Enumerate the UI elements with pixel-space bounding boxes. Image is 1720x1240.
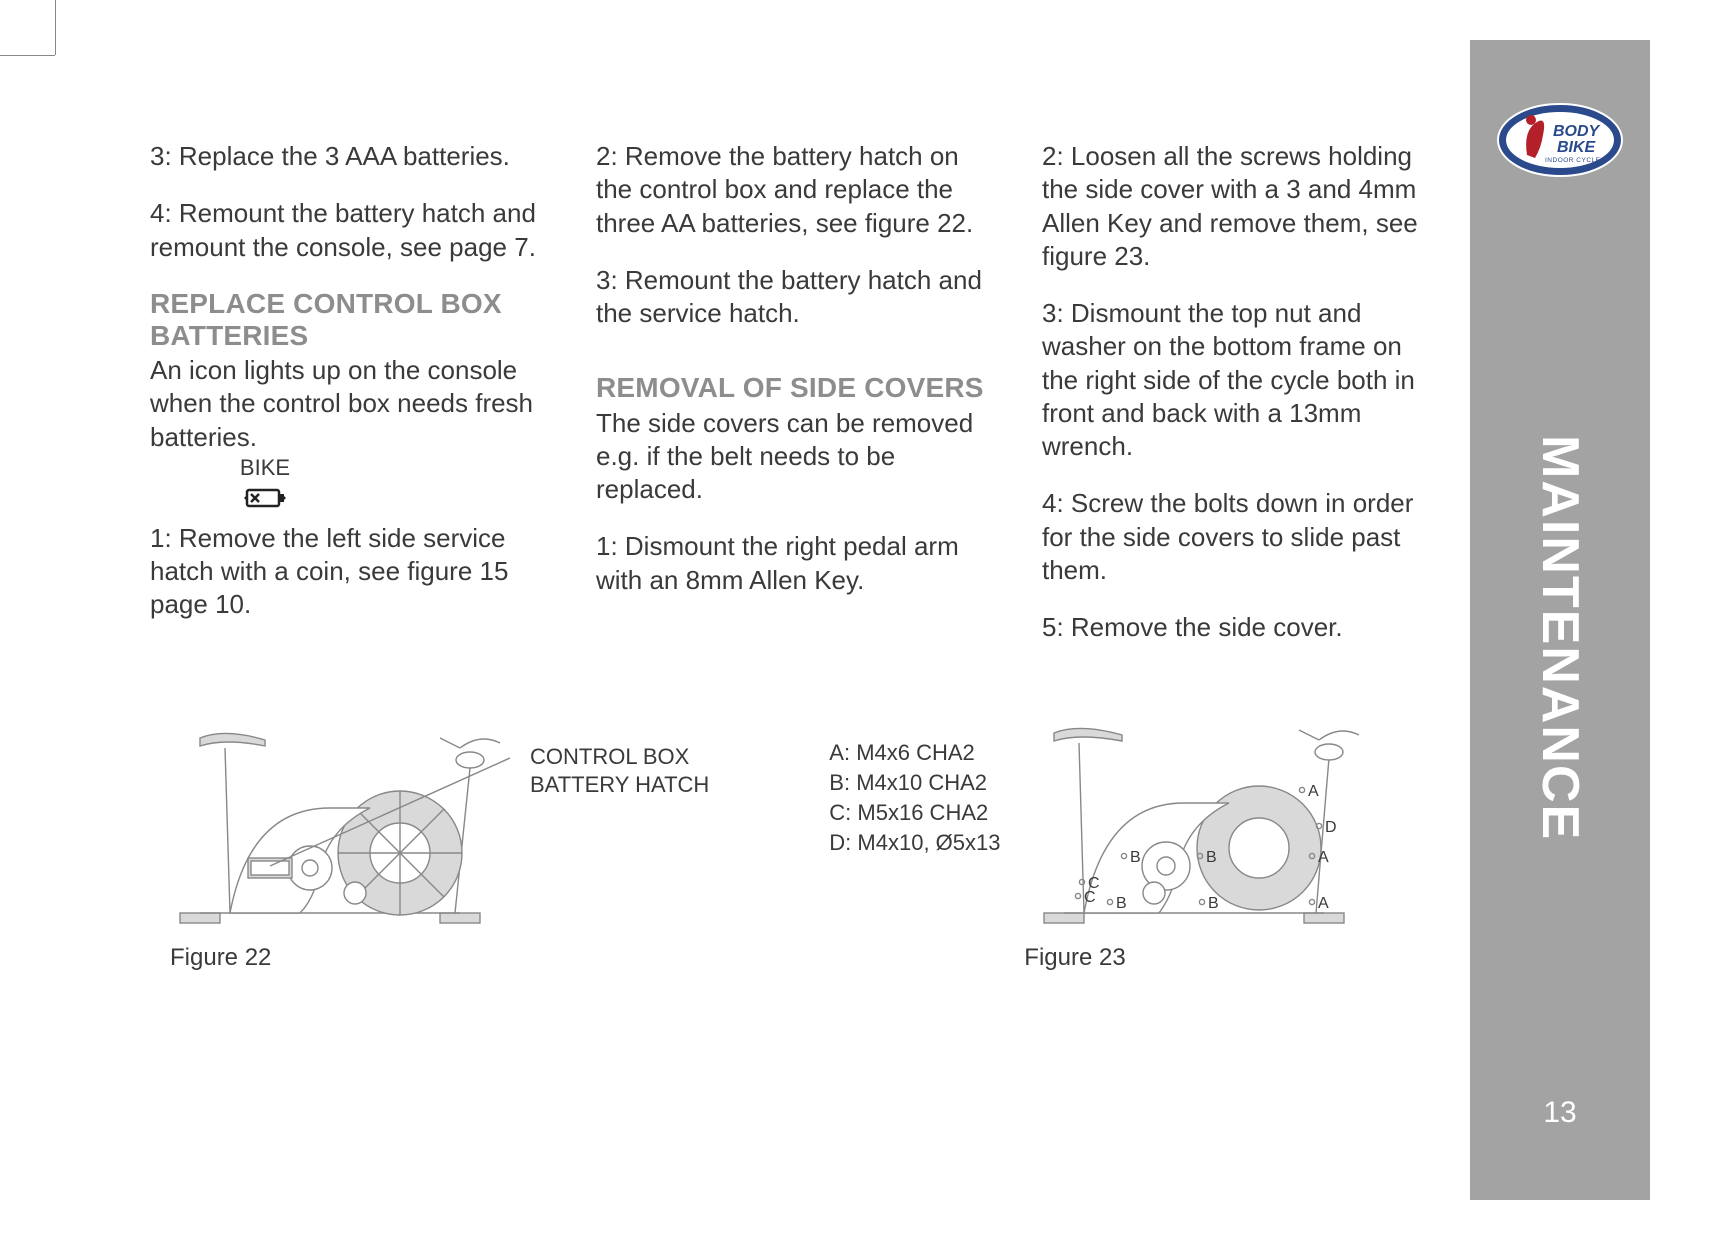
col2-intro: The side covers can be removed e.g. if t… (596, 407, 994, 507)
screw-label: B (1208, 895, 1219, 912)
sidebar: BODY BIKE INDOOR CYCLE MAINTENANCE 13 (1470, 40, 1650, 1200)
figure-22-diagram (170, 688, 510, 938)
screw-label: B (1206, 849, 1217, 866)
legend-b: B: M4x10 CHA2 (829, 768, 1004, 798)
screw-point (1080, 880, 1085, 885)
screw-point (1300, 788, 1305, 793)
col1-intro: An icon lights up on the console when th… (150, 354, 548, 454)
text-columns: 3: Replace the 3 AAA batteries. 4: Remou… (150, 140, 1440, 668)
screw-label: D (1325, 819, 1337, 836)
figure-23-legend: A: M4x6 CHA2 B: M4x10 CHA2 C: M5x16 CHA2… (829, 738, 1004, 857)
content-area: 3: Replace the 3 AAA batteries. 4: Remou… (70, 40, 1470, 1200)
col3-step4: 4: Screw the bolts down in order for the… (1042, 487, 1440, 587)
figure-23-caption: Figure 23 (1024, 944, 1364, 972)
col1-step4: 4: Remount the battery hatch and remount… (150, 197, 548, 264)
figure-22-callout: CONTROL BOX BATTERY HATCH (530, 743, 709, 798)
col2-step1: 1: Dismount the right pedal arm with an … (596, 530, 994, 597)
figures-row: CONTROL BOX BATTERY HATCH Figure 22 A: M… (150, 688, 1440, 972)
screw-label: A (1308, 783, 1319, 800)
figure-22-caption: Figure 22 (170, 944, 709, 972)
legend-a: A: M4x6 CHA2 (829, 738, 1004, 768)
page-number: 13 (1543, 1096, 1576, 1130)
sidebar-title: MAINTENANCE (1530, 435, 1590, 841)
col1-step1: 1: Remove the left side service hatch wi… (150, 522, 548, 622)
callout-line2: BATTERY HATCH (530, 771, 709, 799)
legend-d: D: M4x10, Ø5x13 (829, 828, 1004, 858)
col2-step2: 2: Remove the battery hatch on the contr… (596, 140, 994, 240)
figure-23-block: A: M4x6 CHA2 B: M4x10 CHA2 C: M5x16 CHA2… (829, 688, 1364, 972)
col3-step3: 3: Dismount the top nut and washer on th… (1042, 297, 1440, 463)
svg-text:BODY: BODY (1553, 123, 1601, 140)
screw-label: C (1084, 889, 1096, 906)
col3-step5: 5: Remove the side cover. (1042, 611, 1440, 644)
svg-text:BIKE: BIKE (1557, 139, 1597, 156)
screw-point (1076, 894, 1081, 899)
col1-step3: 3: Replace the 3 AAA batteries. (150, 140, 548, 173)
column-1: 3: Replace the 3 AAA batteries. 4: Remou… (150, 140, 548, 668)
battery-icon (220, 482, 310, 518)
column-3: 2: Loosen all the screws holding the sid… (1042, 140, 1440, 668)
col3-step2: 2: Loosen all the screws holding the sid… (1042, 140, 1440, 273)
crop-mark-v (55, 0, 56, 55)
callout-line1: CONTROL BOX (530, 743, 709, 771)
column-2: 2: Remove the battery hatch on the contr… (596, 140, 994, 668)
figure-22-block: CONTROL BOX BATTERY HATCH Figure 22 (170, 688, 709, 972)
heading-replace-control-box: REPLACE CONTROL BOX BATTERIES (150, 288, 548, 352)
bike-icon-label: BIKE (220, 454, 310, 482)
page: 3: Replace the 3 AAA batteries. 4: Remou… (70, 40, 1650, 1200)
legend-c: C: M5x16 CHA2 (829, 798, 1004, 828)
bodybike-logo: BODY BIKE INDOOR CYCLE (1495, 100, 1625, 185)
screw-label: B (1130, 849, 1141, 866)
crop-mark-h (0, 55, 55, 56)
screw-point (1200, 900, 1205, 905)
screw-label: A (1318, 849, 1329, 866)
screw-label: A (1318, 895, 1329, 912)
col2-step3: 3: Remount the battery hatch and the ser… (596, 264, 994, 331)
screw-label: B (1116, 895, 1127, 912)
figure-23-diagram: ADAABBBBCC (1024, 688, 1364, 938)
heading-removal-side-covers: REMOVAL OF SIDE COVERS (596, 372, 994, 404)
svg-text:INDOOR CYCLE: INDOOR CYCLE (1545, 157, 1601, 164)
screw-point (1310, 900, 1315, 905)
